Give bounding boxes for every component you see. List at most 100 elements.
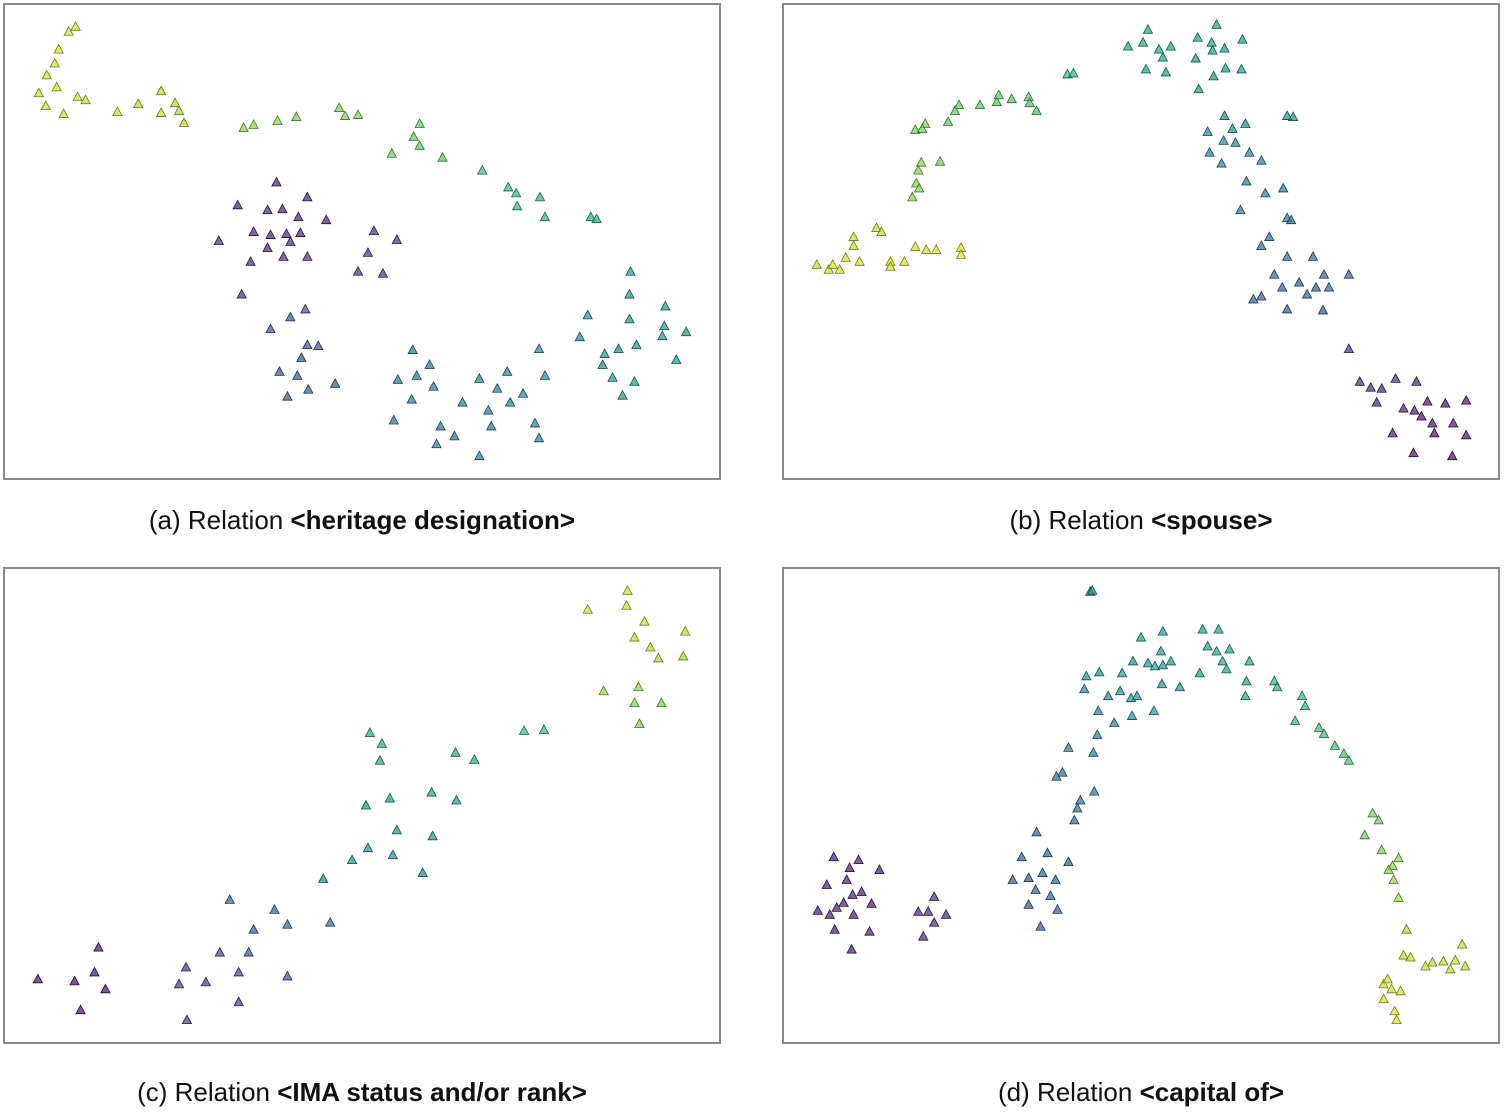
point-a-67 — [274, 366, 285, 376]
point-b-24 — [909, 124, 921, 134]
point-d-78 — [1244, 655, 1255, 666]
point-b-98 — [1371, 396, 1382, 407]
point-a-102 — [613, 343, 624, 353]
point-a-15 — [169, 97, 181, 108]
point-b-89 — [1301, 288, 1313, 299]
caption-d-relation: <capital of> — [1139, 1077, 1285, 1107]
point-b-78 — [1281, 251, 1293, 261]
point-c-37 — [538, 724, 550, 734]
point-b-27 — [942, 116, 954, 126]
point-b-5 — [848, 240, 859, 250]
point-a-24 — [352, 109, 364, 119]
point-b-8 — [871, 222, 882, 233]
point-b-21 — [912, 164, 924, 175]
point-b-60 — [1287, 111, 1299, 121]
point-a-42 — [277, 203, 288, 214]
point-a-64 — [312, 340, 324, 351]
point-b-94 — [1365, 381, 1376, 392]
point-a-100 — [574, 331, 586, 342]
point-a-70 — [303, 383, 314, 394]
point-c-39 — [622, 585, 633, 595]
point-d-40 — [1051, 770, 1062, 781]
point-c-36 — [518, 725, 530, 735]
point-c-11 — [224, 894, 236, 904]
scatter-plot-d — [812, 585, 1471, 1025]
point-b-91 — [1317, 304, 1329, 315]
point-b-107 — [1387, 427, 1398, 438]
point-b-50 — [1190, 52, 1201, 63]
point-c-14 — [243, 946, 254, 957]
point-d-57 — [1127, 655, 1139, 666]
point-a-45 — [213, 235, 225, 245]
point-a-97 — [624, 288, 635, 299]
point-a-106 — [657, 330, 668, 341]
point-d-59 — [1142, 657, 1154, 668]
point-b-14 — [920, 244, 932, 254]
point-d-58 — [1135, 631, 1147, 642]
point-a-85 — [504, 396, 516, 407]
point-d-80 — [1268, 675, 1280, 686]
point-b-26 — [916, 123, 928, 133]
point-d-73 — [1217, 655, 1228, 666]
point-b-110 — [1408, 447, 1419, 458]
point-b-64 — [1218, 135, 1229, 145]
point-b-33 — [1006, 93, 1017, 104]
point-a-92 — [474, 450, 485, 461]
point-a-9 — [72, 91, 83, 102]
point-a-107 — [597, 359, 608, 369]
point-b-54 — [1220, 62, 1231, 73]
point-b-76 — [1264, 231, 1275, 241]
point-b-106 — [1447, 417, 1459, 428]
point-a-11 — [112, 106, 123, 116]
point-d-62 — [1155, 645, 1167, 656]
point-b-88 — [1323, 281, 1335, 292]
point-a-22 — [333, 102, 345, 113]
point-b-96 — [1390, 372, 1401, 383]
point-d-21 — [928, 916, 940, 927]
point-b-55 — [1236, 63, 1247, 74]
point-c-4 — [93, 941, 104, 952]
point-c-23 — [362, 842, 374, 853]
point-c-49 — [656, 697, 667, 708]
point-d-90 — [1367, 807, 1378, 818]
point-b-30 — [974, 99, 986, 110]
point-b-23 — [934, 155, 946, 166]
point-a-75 — [411, 370, 422, 380]
point-b-4 — [840, 252, 851, 262]
point-d-32 — [1045, 890, 1056, 900]
caption-b-relation: <spouse> — [1151, 505, 1273, 535]
point-c-7 — [173, 978, 185, 989]
point-c-51 — [634, 718, 645, 728]
point-a-104 — [659, 320, 670, 331]
point-a-86 — [517, 387, 529, 398]
point-a-74 — [392, 373, 404, 384]
point-a-37 — [591, 213, 602, 224]
point-a-35 — [539, 211, 551, 222]
point-d-84 — [1289, 715, 1301, 725]
point-b-90 — [1281, 303, 1293, 314]
point-a-49 — [295, 227, 306, 237]
point-b-65 — [1230, 136, 1241, 147]
point-c-22 — [360, 799, 372, 810]
point-b-111 — [1446, 450, 1458, 461]
point-a-7 — [40, 100, 52, 111]
point-c-29 — [426, 786, 437, 797]
point-b-95 — [1376, 382, 1387, 393]
point-d-96 — [1383, 864, 1394, 874]
point-d-49 — [1079, 683, 1090, 694]
point-a-36 — [585, 211, 596, 222]
point-c-45 — [653, 652, 664, 663]
point-c-2 — [75, 1004, 86, 1015]
point-c-35 — [374, 754, 386, 765]
point-d-44 — [1069, 814, 1080, 825]
point-b-28 — [953, 99, 965, 110]
point-d-53 — [1114, 685, 1126, 696]
point-b-84 — [1343, 268, 1355, 279]
point-b-52 — [1219, 42, 1230, 53]
point-b-6 — [848, 231, 859, 241]
point-a-83 — [491, 382, 503, 393]
point-a-71 — [329, 377, 341, 388]
point-d-91 — [1373, 814, 1384, 825]
point-b-45 — [1157, 51, 1169, 62]
point-a-18 — [238, 122, 249, 132]
